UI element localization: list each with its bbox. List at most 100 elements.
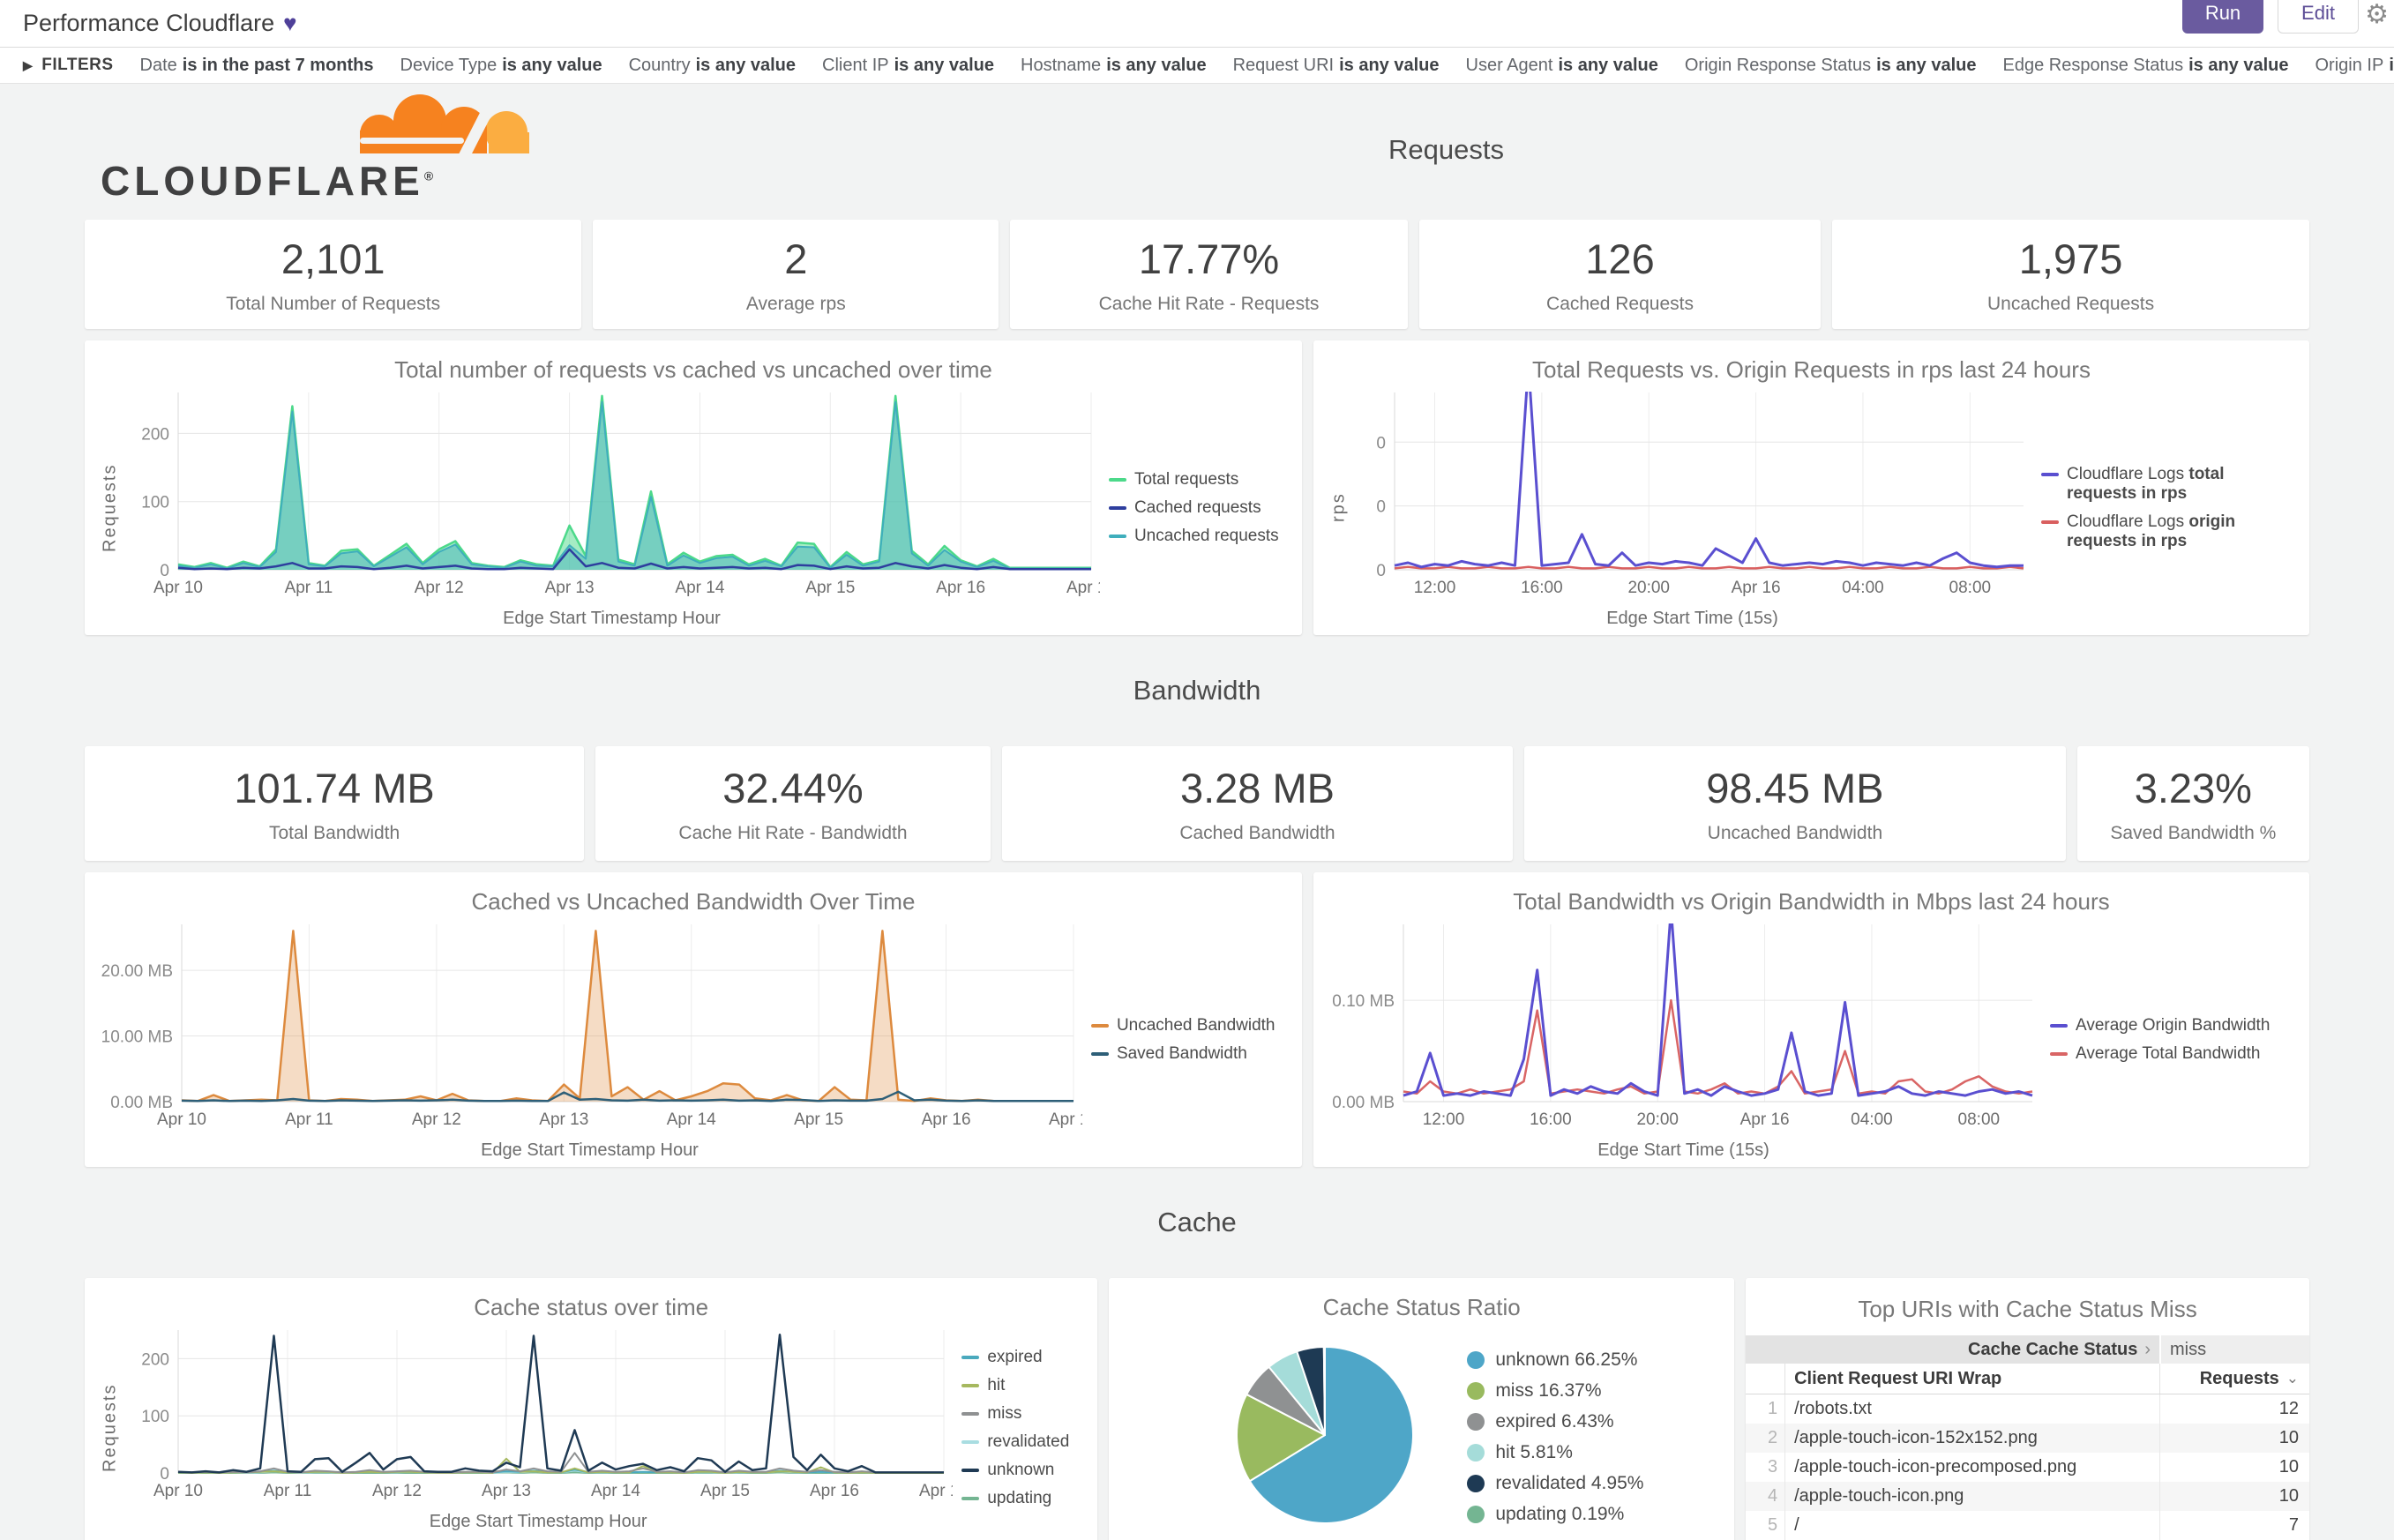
pie-legend-item[interactable]: miss 16.37% (1467, 1380, 1643, 1402)
uri-cell: /robots.txt (1784, 1394, 2159, 1424)
favorite-heart-icon[interactable]: ♥ (283, 10, 297, 36)
chart-title: Total Bandwidth vs Origin Bandwidth in M… (1513, 888, 2110, 915)
filter-item[interactable]: Hostname is any value (1021, 55, 1207, 75)
legend-swatch (961, 1440, 980, 1444)
kpi-label: Uncached Requests (1987, 293, 2155, 314)
legend-item[interactable]: Cloudflare Logs total requests in rps (2041, 465, 2297, 504)
registered-mark: ® (423, 168, 434, 183)
legend-item[interactable]: Cached requests (1108, 498, 1290, 518)
filters-label: FILTERS (41, 56, 114, 74)
svg-text:08:00: 08:00 (1949, 579, 1991, 597)
svg-text:0: 0 (1376, 434, 1386, 452)
kpi-average-rps: 2 Average rps (593, 220, 999, 329)
row-number: 1 (1767, 1399, 1778, 1418)
pie-legend-item[interactable]: expired 6.43% (1467, 1411, 1643, 1432)
legend-item[interactable]: Average Total Bandwidth (2050, 1044, 2297, 1064)
uri-cell: /apple-touch-icon-152x152.png (1784, 1424, 2159, 1453)
pie-legend-item[interactable]: updating 0.19% (1467, 1504, 1643, 1525)
filters-caret-icon: ▶ (23, 57, 34, 72)
legend-swatch (1108, 534, 1126, 538)
legend-item[interactable]: Uncached requests (1108, 527, 1290, 546)
table-header-row: Client Request URI Wrap Requests ⌄ (1746, 1364, 2309, 1394)
kpi-cached-bandwidth: 3.28 MB Cached Bandwidth (1001, 746, 1514, 861)
run-button[interactable]: Run (2182, 0, 2263, 34)
legend-item[interactable]: Total requests (1108, 470, 1290, 490)
cloudflare-wordmark: CLOUDFLARE® (101, 158, 434, 204)
table-row: 2/apple-touch-icon-152x152.png 10 (1746, 1424, 2309, 1453)
chart-legend: Average Origin Bandwidth Average Total Ba… (2041, 917, 2297, 1162)
svg-text:Apr 11: Apr 11 (285, 579, 333, 597)
cache-status-pie[interactable] (1234, 1344, 1416, 1530)
pie-legend-item[interactable]: unknown 66.25% (1467, 1349, 1643, 1371)
legend-item[interactable]: miss (961, 1404, 1085, 1424)
svg-text:Apr 14: Apr 14 (667, 1110, 716, 1129)
requests-cell: 10 (2159, 1453, 2309, 1482)
mbps-24h-plot[interactable]: 12:00 16:00 20:00 Apr 16 04:00 08:00 0.00 MB 0.… (1326, 917, 2041, 1132)
legend-dot-icon (1467, 1382, 1485, 1400)
cache-row: Cache status over time Requests Apr 10 Ap… (85, 1278, 2309, 1540)
svg-text:20:00: 20:00 (1636, 1110, 1679, 1129)
filter-item[interactable]: User Agent is any value (1465, 55, 1658, 75)
pivot-header[interactable]: Cache Cache Status › (1746, 1335, 2159, 1364)
svg-text:0.00 MB: 0.00 MB (110, 1094, 173, 1112)
y-axis-label: Requests (100, 1383, 120, 1473)
legend-item[interactable]: unknown (961, 1461, 1085, 1480)
pie-legend-item[interactable]: hit 5.81% (1467, 1442, 1643, 1463)
filter-item[interactable]: Edge Response Status is any value (2002, 55, 2289, 75)
svg-text:16:00: 16:00 (1521, 579, 1563, 597)
table-row: 1/robots.txt 12 (1746, 1394, 2309, 1424)
svg-text:Apr 15: Apr 15 (794, 1110, 843, 1129)
legend-item[interactable]: Average Origin Bandwidth (2050, 1016, 2297, 1035)
legend-dot-icon (1467, 1444, 1485, 1462)
svg-text:Apr 17: Apr 17 (1066, 579, 1100, 597)
legend-dot-icon (1467, 1475, 1485, 1492)
kpi-uncached-requests: 1,975 Uncached Requests (1832, 220, 2309, 329)
column-header-requests[interactable]: Requests ⌄ (2159, 1364, 2309, 1394)
svg-text:Apr 16: Apr 16 (1740, 1110, 1790, 1129)
filter-item[interactable]: Origin Response Status is any value (1684, 55, 1977, 75)
filter-item[interactable]: Device Type is any value (400, 55, 602, 75)
chart-title: Total Requests vs. Origin Requests in rp… (1531, 356, 2091, 383)
kpi-label: Cached Requests (1546, 293, 1694, 314)
section-title-bandwidth: Bandwidth (1133, 675, 1261, 706)
chart-title: Cache status over time (474, 1294, 709, 1320)
edit-button[interactable]: Edit (2278, 0, 2359, 34)
legend-item[interactable]: expired (961, 1348, 1085, 1367)
column-header-uri[interactable]: Client Request URI Wrap (1784, 1364, 2159, 1394)
legend-item[interactable]: updating (961, 1489, 1085, 1508)
requests-over-time-plot[interactable]: Apr 10 Apr 11 Apr 12 Apr 13 Apr 14 Apr 15 Apr … (123, 385, 1100, 600)
filters-toggle[interactable]: ▶ FILTERS (23, 56, 114, 75)
chart-title: Cache Status Ratio (1322, 1294, 1521, 1320)
legend-swatch (961, 1412, 980, 1416)
chart-cache-status-over-time: Cache status over time Requests Apr 10 Ap… (85, 1278, 1098, 1540)
legend-item[interactable]: Cloudflare Logs origin requests in rps (2041, 512, 2297, 551)
filter-item[interactable]: Date is in the past 7 months (139, 55, 374, 75)
svg-text:Apr 11: Apr 11 (285, 1110, 333, 1129)
legend-swatch (2050, 1023, 2068, 1028)
filter-item[interactable]: Client IP is any value (822, 55, 995, 75)
kpi-value: 101.74 MB (234, 764, 435, 811)
x-axis-label: Edge Start Timestamp Hour (429, 1512, 647, 1531)
filter-item[interactable]: Request URI is any value (1232, 55, 1440, 75)
svg-text:16:00: 16:00 (1530, 1110, 1572, 1129)
legend-item[interactable]: revalidated (961, 1432, 1085, 1452)
bandwidth-over-time-plot[interactable]: Apr 10 Apr 11 Apr 12 Apr 13 Apr 14 Apr 15 Apr … (97, 917, 1082, 1132)
pie-legend-item[interactable]: revalidated 4.95% (1467, 1473, 1643, 1494)
cache-status-plot[interactable]: Apr 10 Apr 11 Apr 12 Apr 13 Apr 14 Apr 15 Apr … (123, 1323, 953, 1503)
legend-swatch (961, 1384, 980, 1387)
kpi-label: Cache Hit Rate - Bandwidth (678, 822, 908, 843)
svg-text:Apr 15: Apr 15 (805, 579, 855, 597)
chart-legend: expired hit miss revalidated unknown updating (953, 1323, 1085, 1533)
legend-item[interactable]: Saved Bandwidth (1090, 1044, 1290, 1064)
row-number: 4 (1767, 1486, 1778, 1506)
gear-icon[interactable]: ⚙ (2365, 0, 2389, 29)
legend-item[interactable]: hit (961, 1376, 1085, 1395)
kpi-label: Saved Bandwidth % (2110, 822, 2277, 843)
legend-item[interactable]: Uncached Bandwidth (1090, 1016, 1290, 1035)
rps-24h-plot[interactable]: 12:00 16:00 20:00 Apr 16 04:00 08:00 0 0 0 (1352, 385, 2032, 600)
chart-title: Cached vs Uncached Bandwidth Over Time (471, 888, 916, 915)
svg-text:04:00: 04:00 (1842, 579, 1884, 597)
y-axis-label: rps (1328, 492, 1349, 523)
filter-item[interactable]: Country is any value (628, 55, 797, 75)
